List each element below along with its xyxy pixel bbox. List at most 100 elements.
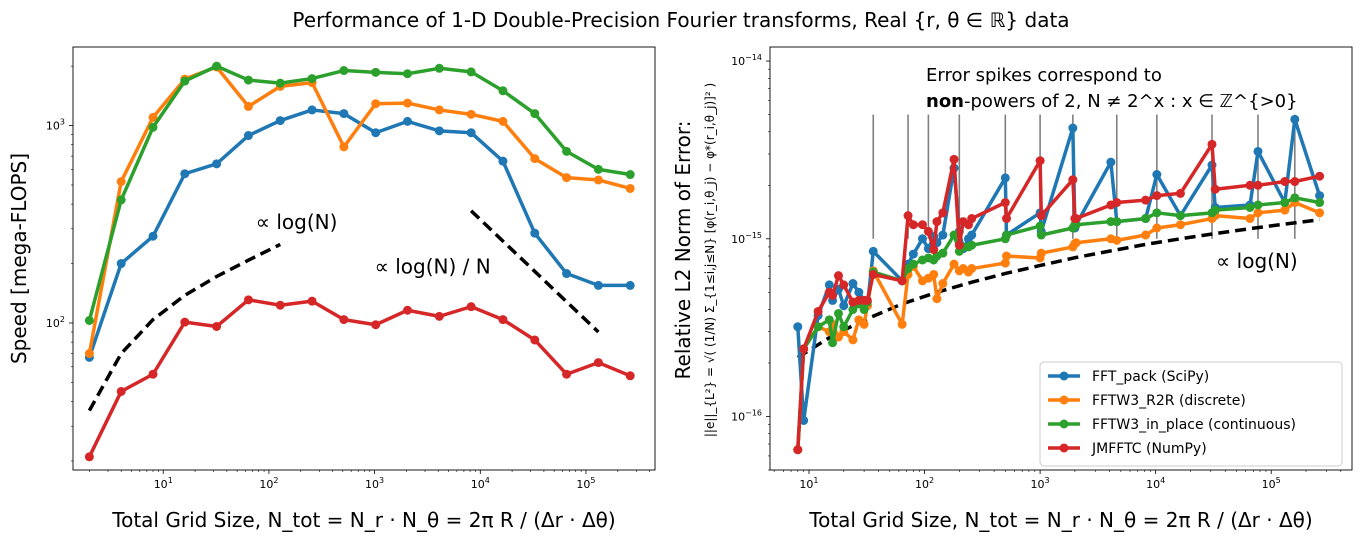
speed-series-3-point — [275, 300, 285, 310]
speed-series-3-point — [339, 315, 349, 325]
speed-series-3-point — [625, 371, 635, 381]
speed-series-2-point — [562, 146, 572, 156]
speed-series-0-point — [498, 156, 508, 166]
error-series-2-point — [1002, 230, 1012, 240]
error-series-2-point — [1290, 193, 1300, 203]
error-y-tick-label: 10−14 — [731, 53, 762, 68]
speed-series-0-point — [212, 159, 222, 169]
error-series-2-point — [1036, 230, 1046, 240]
error-series-3-point — [868, 269, 878, 279]
error-series-1-point — [949, 259, 959, 269]
speed-series-3-point — [403, 305, 413, 315]
error-series-3-point — [1207, 139, 1217, 149]
error-series-2-point — [848, 305, 858, 315]
speed-series-2-line — [87, 64, 631, 321]
error-series-0-point — [854, 287, 864, 297]
speed-series-2-point — [180, 76, 190, 86]
error-series-3-point — [897, 276, 907, 286]
error-series-1-point — [1280, 205, 1290, 215]
speed-reference-line-0 — [87, 242, 282, 412]
error-annotation-2: ∝ log(N) — [1216, 249, 1298, 273]
error-series-3-point — [923, 226, 933, 236]
speed-series-1-point — [625, 183, 635, 193]
error-series-0-point — [793, 322, 803, 332]
error-series-3-point — [1000, 198, 1010, 208]
error-series-2-point — [824, 315, 834, 325]
speed-series-0-point — [243, 131, 253, 141]
error-y-tick-label: 10−15 — [731, 231, 762, 246]
error-series-0-point — [1000, 173, 1010, 183]
error-series-1-point — [859, 319, 869, 329]
error-series-1-point — [1315, 208, 1325, 218]
error-series-1-point — [967, 264, 977, 274]
error-series-3-point — [793, 445, 803, 455]
error-series-1-point — [848, 335, 858, 345]
error-series-3-point — [954, 240, 964, 250]
error-x-tick-label: 103 — [1031, 476, 1050, 491]
speed-series-3-point — [180, 317, 190, 327]
error-series-2-point — [1112, 217, 1122, 227]
speed-y-tick-label: 103 — [46, 118, 65, 133]
speed-series-2-point — [593, 164, 603, 174]
error-series-3-point — [929, 245, 939, 255]
figure-title: Performance of 1-D Double-Precision Four… — [292, 8, 1070, 32]
speed-x-tick-label: 105 — [576, 476, 595, 491]
error-frame — [769, 46, 1353, 471]
error-series-3-point — [949, 154, 959, 164]
speed-series-0-line — [87, 108, 631, 358]
error-y-axis-label: Relative L2 Norm of Error: — [671, 121, 695, 380]
error-series-3-point — [967, 214, 977, 224]
error-series-1-point — [938, 279, 948, 289]
speed-series-0-point — [339, 109, 349, 119]
error-y-tick-label: 10−16 — [731, 409, 762, 424]
speed-series-3-point — [243, 295, 253, 305]
speed-series-3-point — [148, 369, 158, 379]
speed-series-2-point — [148, 122, 158, 132]
error-x-tick-label: 102 — [915, 476, 934, 491]
speed-series-3-point — [116, 386, 126, 396]
speed-series-2-point — [212, 61, 222, 71]
error-series-0-point — [1106, 157, 1116, 167]
error-series-0-point — [839, 301, 849, 311]
error-series-1-point — [897, 319, 907, 329]
error-x-tick-label: 105 — [1262, 476, 1281, 491]
error-series-1-point — [932, 294, 942, 304]
error-annotation-1: non-powers of 2, N ≠ 2^x : x ∈ ℤ^{>0} — [926, 91, 1298, 112]
legend-label-1: FFTW3_R2R (discrete) — [1092, 393, 1246, 409]
error-series-3-point — [1071, 214, 1081, 224]
speed-series-3-line — [87, 298, 631, 458]
error-series-3-point — [1035, 156, 1045, 166]
error-y-axis-formula: ||e||_{L²} = √( (1/N) Σ_{1≤i,j≤N} [φ(r_i… — [703, 83, 717, 437]
error-series-1-point — [1141, 230, 1151, 240]
speed-series-3-point — [307, 296, 317, 306]
speed-series-2-point — [116, 195, 126, 205]
error-series-0-point — [938, 230, 948, 240]
speed-reference-line-1 — [469, 209, 600, 334]
error-series-3-point — [828, 290, 838, 300]
legend-box — [1039, 361, 1343, 467]
speed-series-1-point — [434, 105, 444, 115]
error-series-1-point — [1112, 235, 1122, 245]
error-series-3-point — [1036, 211, 1046, 221]
error-series-2-point — [828, 338, 838, 348]
error-x-axis-label: Total Grid Size, N_tot = N_r · N_θ = 2π … — [808, 508, 1312, 532]
speed-series-2-point — [243, 75, 253, 85]
speed-series-1-point — [466, 109, 476, 119]
speed-series-0-point — [275, 116, 285, 126]
speed-series-3-point — [593, 358, 603, 368]
error-x-tick-label: 101 — [799, 476, 818, 491]
error-series-3-point — [833, 271, 843, 281]
error-x-tick-label: 104 — [1146, 476, 1165, 491]
error-series-2-point — [967, 240, 977, 250]
speed-x-tick-label: 104 — [471, 476, 490, 491]
speed-series-1-point — [593, 175, 603, 185]
error-series-2-point — [813, 322, 823, 332]
speed-series-1-point — [530, 154, 540, 164]
speed-y-axis-label: Speed [mega-FLOPS] — [7, 153, 31, 364]
speed-series-3-point — [84, 452, 94, 462]
speed-series-1-point — [403, 98, 413, 108]
speed-series-2-point — [84, 315, 94, 325]
error-series-0-point — [1253, 146, 1263, 156]
error-series-0-point — [799, 415, 809, 425]
error-series-2-point — [1141, 214, 1151, 224]
